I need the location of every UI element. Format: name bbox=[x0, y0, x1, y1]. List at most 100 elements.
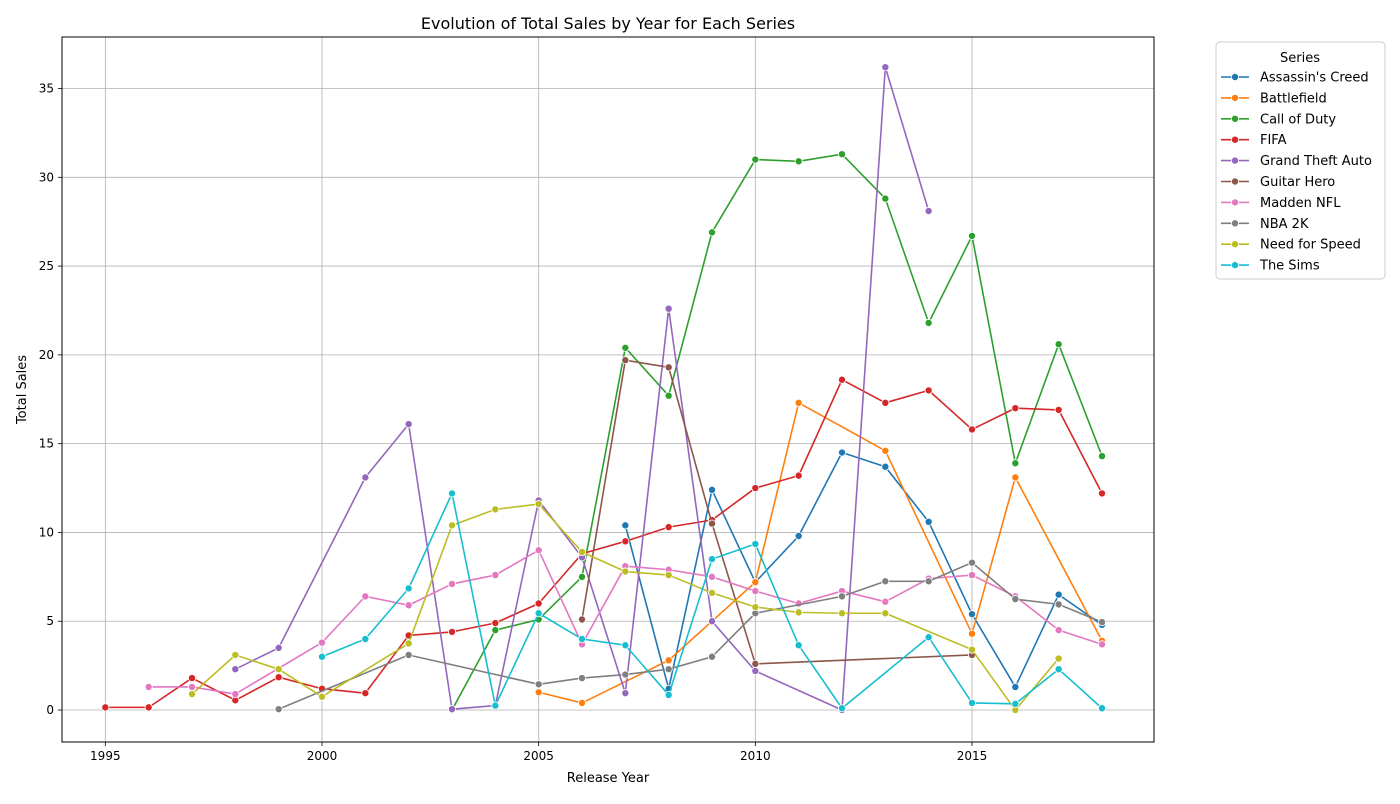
legend-label: Need for Speed bbox=[1260, 238, 1361, 253]
data-point-grand-theft-auto bbox=[708, 617, 717, 626]
data-point-grand-theft-auto bbox=[664, 304, 673, 313]
legend-item-the-sims: The Sims bbox=[1221, 259, 1320, 274]
x-tick-label: 2005 bbox=[523, 749, 554, 763]
data-point-grand-theft-auto bbox=[404, 420, 413, 429]
data-point-fifa bbox=[751, 484, 760, 493]
data-point-call-of-duty bbox=[838, 150, 847, 159]
data-point-the-sims bbox=[317, 652, 326, 661]
data-point-need-for-speed bbox=[968, 645, 977, 654]
data-point-nba-2k bbox=[838, 592, 847, 601]
data-point-the-sims bbox=[621, 641, 630, 650]
data-point-fifa bbox=[1098, 489, 1107, 498]
data-point-the-sims bbox=[838, 704, 847, 713]
y-tick-label: 0 bbox=[46, 703, 54, 717]
data-point-fifa bbox=[274, 673, 283, 682]
y-tick-label: 5 bbox=[46, 614, 54, 628]
data-point-need-for-speed bbox=[491, 505, 500, 514]
series-guitar-hero bbox=[578, 356, 977, 668]
data-point-grand-theft-auto bbox=[231, 665, 240, 674]
data-point-need-for-speed bbox=[534, 500, 543, 509]
legend-swatch-marker bbox=[1231, 114, 1240, 123]
data-point-need-for-speed bbox=[621, 567, 630, 576]
series-need-for-speed bbox=[187, 500, 1063, 715]
legend-swatch-marker bbox=[1231, 73, 1240, 82]
data-point-the-sims bbox=[534, 609, 543, 618]
data-point-nba-2k bbox=[274, 705, 283, 714]
data-point-the-sims bbox=[361, 635, 370, 644]
data-point-call-of-duty bbox=[794, 157, 803, 166]
series-line-fifa bbox=[105, 378, 1103, 709]
data-point-the-sims bbox=[751, 540, 760, 549]
legend-label: Battlefield bbox=[1260, 91, 1327, 106]
data-point-nba-2k bbox=[404, 650, 413, 659]
data-point-nba-2k bbox=[708, 652, 717, 661]
data-point-assassin-s-creed bbox=[794, 532, 803, 541]
data-point-madden-nfl bbox=[404, 601, 413, 610]
x-tick-label: 2015 bbox=[957, 749, 988, 763]
data-point-fifa bbox=[621, 537, 630, 546]
legend-item-fifa: FIFA bbox=[1221, 133, 1287, 148]
data-point-need-for-speed bbox=[578, 547, 587, 556]
data-point-call-of-duty bbox=[1011, 459, 1020, 468]
data-point-nba-2k bbox=[621, 670, 630, 679]
data-point-the-sims bbox=[404, 584, 413, 593]
data-point-assassin-s-creed bbox=[1011, 682, 1020, 691]
data-point-madden-nfl bbox=[534, 546, 543, 555]
data-point-fifa bbox=[491, 619, 500, 628]
data-point-madden-nfl bbox=[144, 682, 153, 691]
data-point-call-of-duty bbox=[708, 228, 717, 237]
data-point-call-of-duty bbox=[621, 343, 630, 352]
series-layer bbox=[101, 63, 1107, 715]
chart-title: Evolution of Total Sales by Year for Eac… bbox=[421, 14, 795, 33]
data-point-fifa bbox=[144, 703, 153, 712]
data-point-battlefield bbox=[1011, 473, 1020, 482]
axis-ticks: 1995 2000 2005 2010 2015 0 5 10 15 20 25 30 35 bbox=[39, 81, 988, 763]
data-point-fifa bbox=[794, 471, 803, 480]
data-point-madden-nfl bbox=[751, 587, 760, 596]
series-the-sims bbox=[317, 489, 1107, 713]
data-point-need-for-speed bbox=[751, 603, 760, 612]
data-point-madden-nfl bbox=[361, 592, 370, 601]
data-point-need-for-speed bbox=[1054, 654, 1063, 663]
legend-label: Madden NFL bbox=[1260, 196, 1341, 211]
data-point-fifa bbox=[968, 425, 977, 434]
legend-item-guitar-hero: Guitar Hero bbox=[1221, 175, 1335, 190]
data-point-battlefield bbox=[881, 446, 890, 455]
data-point-madden-nfl bbox=[1098, 640, 1107, 649]
data-point-grand-theft-auto bbox=[274, 643, 283, 652]
data-point-call-of-duty bbox=[881, 194, 890, 203]
data-point-call-of-duty bbox=[491, 626, 500, 635]
data-point-grand-theft-auto bbox=[361, 473, 370, 482]
data-point-assassin-s-creed bbox=[968, 610, 977, 619]
data-point-madden-nfl bbox=[1054, 626, 1063, 635]
data-point-nba-2k bbox=[578, 674, 587, 683]
data-point-guitar-hero bbox=[621, 356, 630, 365]
data-point-assassin-s-creed bbox=[924, 517, 933, 526]
y-tick-label: 20 bbox=[39, 348, 54, 362]
legend-title: Series bbox=[1280, 51, 1320, 66]
data-point-fifa bbox=[664, 523, 673, 532]
data-point-the-sims bbox=[708, 555, 717, 564]
data-point-call-of-duty bbox=[578, 572, 587, 581]
data-point-assassin-s-creed bbox=[621, 521, 630, 530]
data-point-call-of-duty bbox=[664, 391, 673, 400]
series-fifa bbox=[101, 375, 1107, 712]
series-line-assassin-s-creed bbox=[624, 451, 1103, 690]
data-point-battlefield bbox=[534, 688, 543, 697]
data-point-nba-2k bbox=[534, 680, 543, 689]
series-battlefield bbox=[534, 398, 1107, 707]
data-point-assassin-s-creed bbox=[881, 462, 890, 471]
data-point-the-sims bbox=[578, 635, 587, 644]
legend-label: Grand Theft Auto bbox=[1260, 154, 1372, 169]
data-point-call-of-duty bbox=[1054, 340, 1063, 349]
x-tick-label: 1995 bbox=[90, 749, 121, 763]
data-point-guitar-hero bbox=[708, 519, 717, 528]
data-point-fifa bbox=[534, 599, 543, 608]
data-point-grand-theft-auto bbox=[447, 705, 456, 714]
data-point-madden-nfl bbox=[881, 597, 890, 606]
legend-label: NBA 2K bbox=[1260, 217, 1309, 232]
data-point-call-of-duty bbox=[751, 155, 760, 164]
data-point-fifa bbox=[447, 627, 456, 636]
